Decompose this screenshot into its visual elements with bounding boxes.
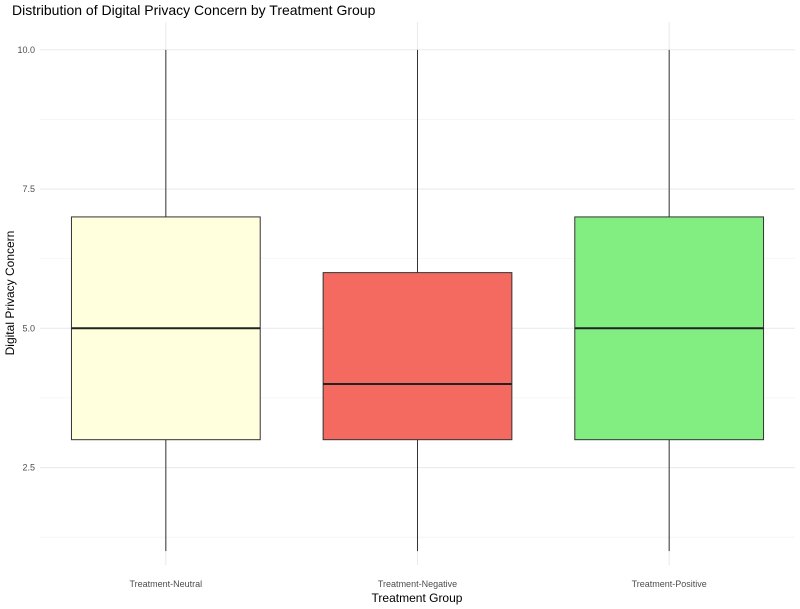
box-treatment-positive — [574, 49, 765, 552]
chart-title: Distribution of Digital Privacy Concern … — [12, 2, 376, 18]
box-series — [70, 49, 765, 552]
y-tick-label: 7.5 — [22, 184, 35, 194]
box-treatment-negative — [322, 49, 513, 552]
box-body — [322, 272, 513, 441]
y-axis-ticks: 2.5 5.0 7.5 10.0 — [17, 45, 35, 473]
y-axis-title: Digital Privacy Concern — [3, 231, 17, 356]
x-axis-title: Treatment Group — [372, 591, 463, 605]
x-tick-label: Treatment-Negative — [378, 579, 457, 589]
y-tick-label: 10.0 — [17, 45, 35, 55]
y-tick-label: 5.0 — [22, 323, 35, 333]
x-axis-ticks: Treatment-Neutral Treatment-Negative Treat… — [129, 579, 706, 589]
y-tick-label: 2.5 — [22, 463, 35, 473]
box-treatment-neutral — [70, 49, 261, 552]
x-tick-label: Treatment-Positive — [632, 579, 707, 589]
x-tick-label: Treatment-Neutral — [129, 579, 202, 589]
